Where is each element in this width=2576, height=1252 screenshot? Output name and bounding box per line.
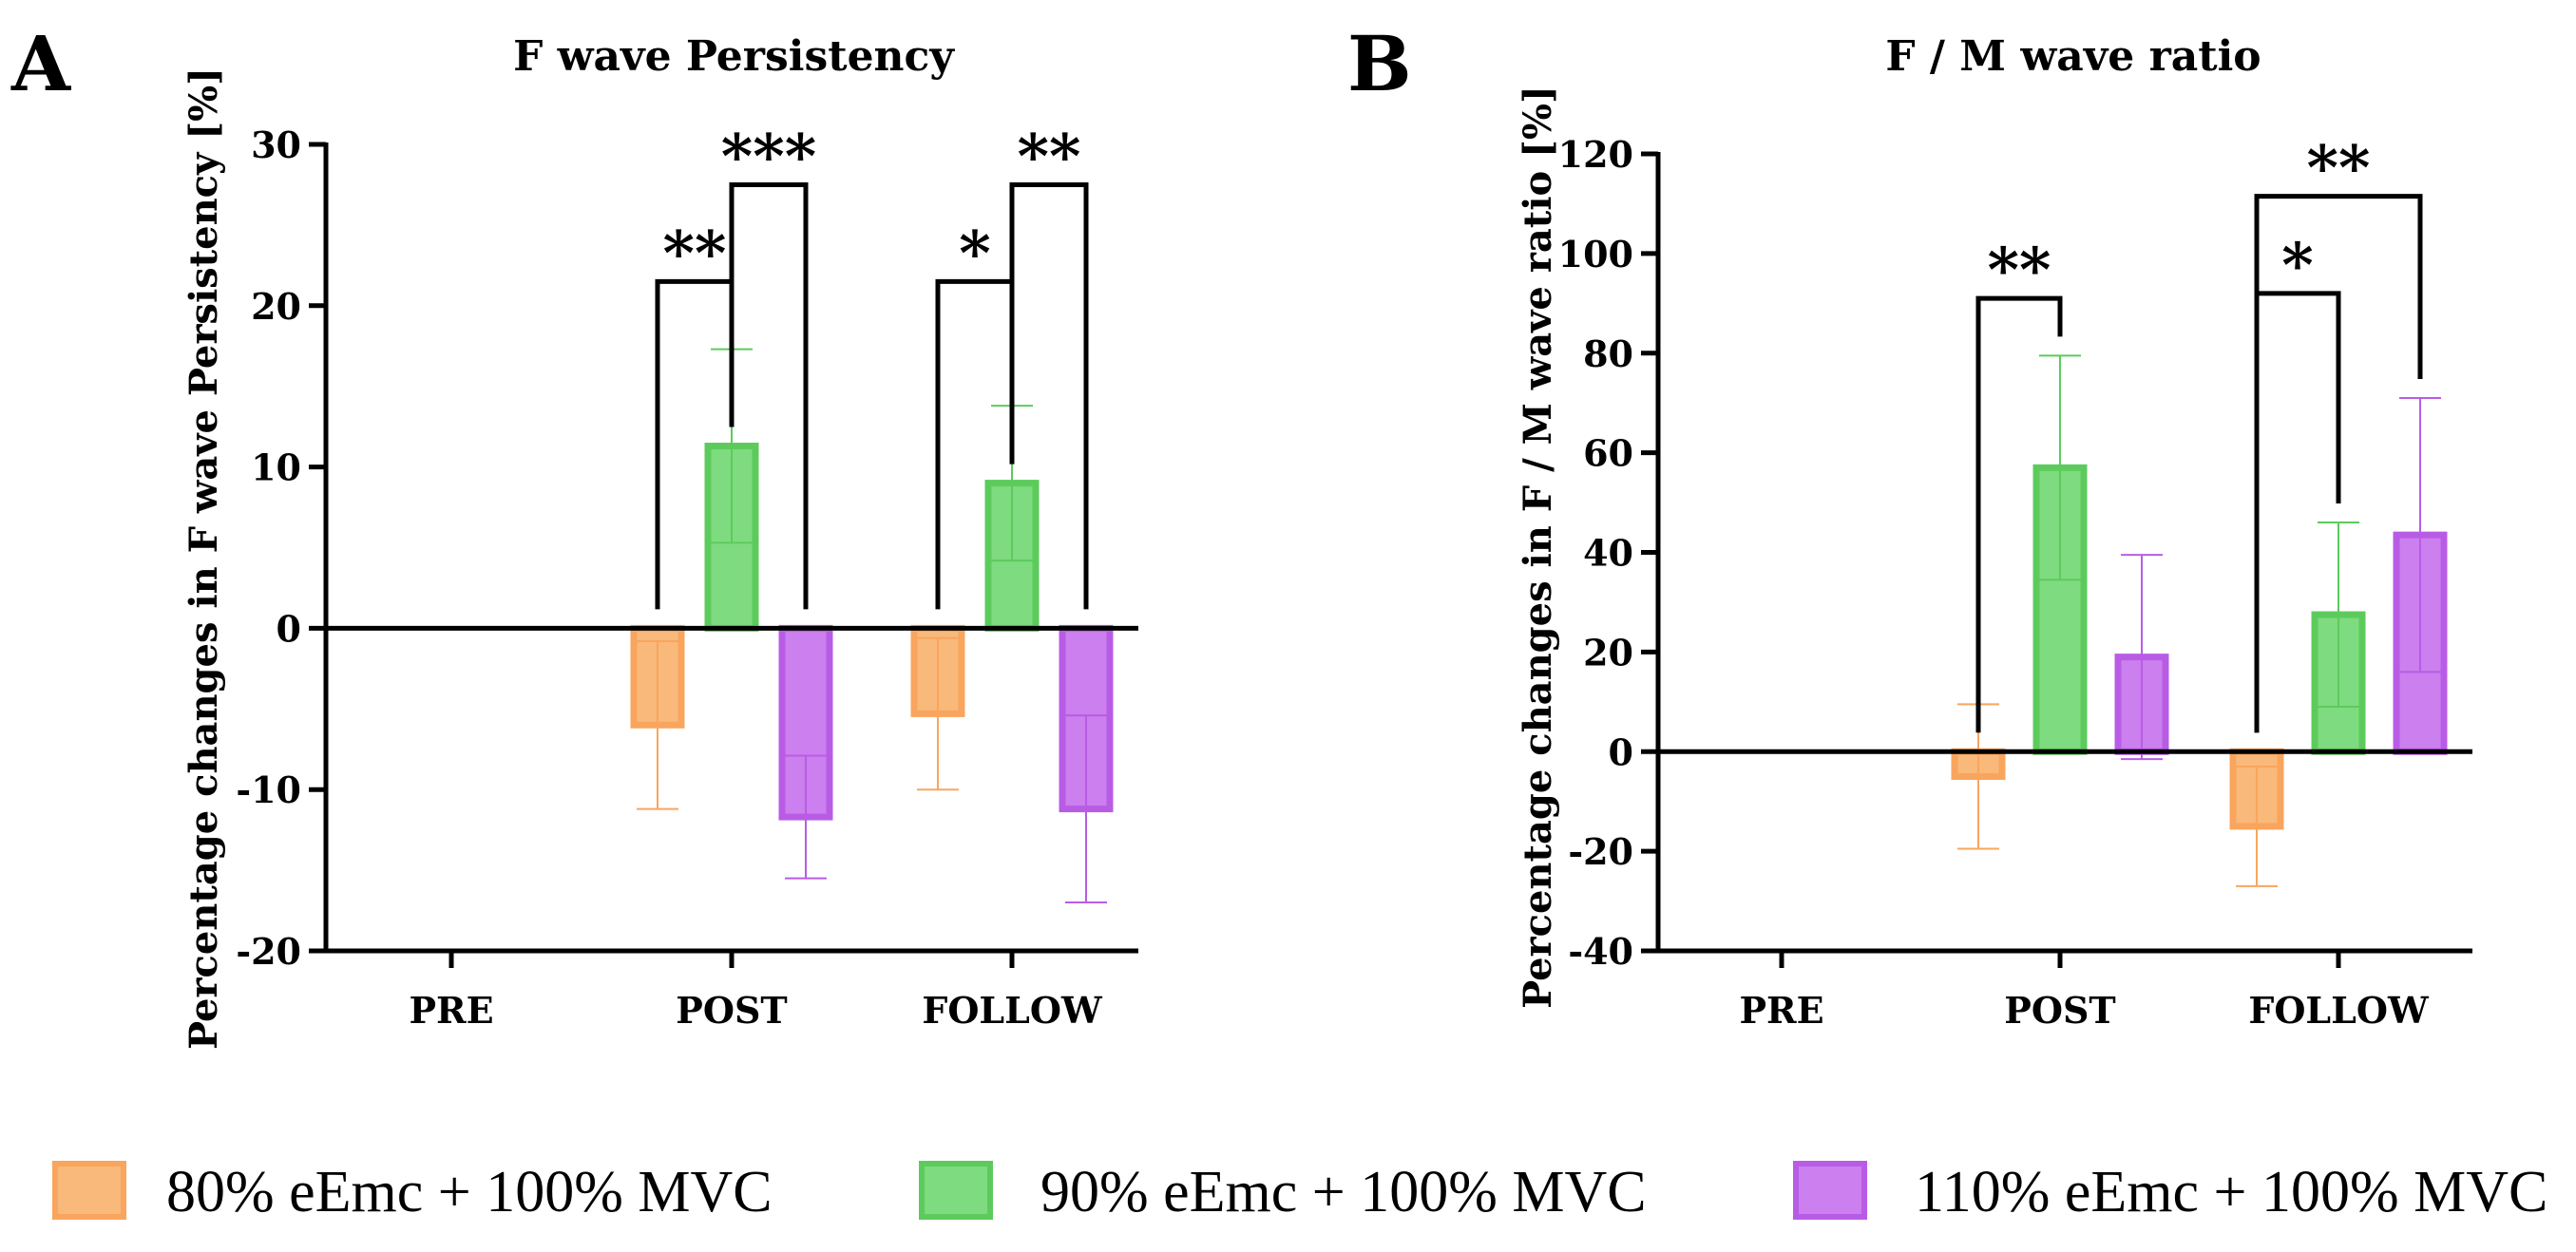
y-tick-label-b: 20: [1583, 631, 1633, 673]
y-tick-label-b: 40: [1583, 532, 1633, 575]
chart-title-b: F / M wave ratio: [1885, 32, 2261, 81]
legend-item-110: 110% eEmc + 100% MVC: [1793, 1160, 2547, 1224]
y-tick-label-a: 0: [277, 607, 301, 650]
significance-bracket-a: [729, 181, 809, 610]
x-tick-label-a: PRE: [409, 989, 493, 1032]
y-axis-label-a: Percentage changes in F wave Persistency…: [181, 67, 226, 1050]
y-tick-label-b: 100: [1558, 233, 1633, 275]
y-tick-label-b: 120: [1558, 133, 1633, 176]
legend-swatch-80: [52, 1161, 126, 1220]
significance-label-b: **: [1988, 235, 2051, 306]
legend-swatch-110: [1793, 1161, 1867, 1220]
significance-label-a: **: [663, 218, 727, 289]
y-tick-label-b: 60: [1583, 432, 1633, 475]
legend-item-80: 80% eEmc + 100% MVC: [52, 1160, 773, 1224]
significance-label-a: ***: [721, 121, 816, 192]
panel-b: B F / M wave ratio Percentage changes in…: [1347, 19, 2472, 1032]
x-tick-label-b: POST: [2004, 989, 2115, 1032]
legend-swatch-90: [919, 1161, 993, 1220]
chart-title-a: F wave Persistency: [513, 32, 955, 81]
legend-label-90: 90% eEmc + 100% MVC: [1040, 1160, 1647, 1224]
y-axis-label-b: Percentage changes in F / M wave ratio […: [1516, 85, 1560, 1009]
significance-label-b: **: [2307, 133, 2371, 204]
y-tick-label-a: 10: [251, 446, 301, 489]
y-tick-label-b: -20: [1568, 830, 1633, 873]
x-tick-label-b: FOLLOW: [2248, 989, 2430, 1032]
panel-a: A F wave Persistency Percentage changes …: [10, 19, 1138, 1050]
legend-label-110: 110% eEmc + 100% MVC: [1915, 1160, 2547, 1224]
x-tick-label-a: POST: [676, 989, 787, 1032]
y-tick-label-a: 20: [251, 285, 301, 328]
y-tick-label-b: -40: [1568, 930, 1633, 973]
legend: 80% eEmc + 100% MVC 90% eEmc + 100% MVC …: [52, 1160, 2547, 1224]
y-tick-label-b: 80: [1583, 332, 1633, 375]
panel-letter-a: A: [10, 19, 71, 108]
y-tick-label-a: -10: [236, 768, 301, 811]
significance-bracket-b: [1975, 295, 2063, 733]
y-tick-label-a: 30: [251, 123, 301, 166]
x-tick-label-b: PRE: [1739, 989, 1823, 1032]
significance-bracket-b: [2254, 194, 2423, 733]
significance-bracket-a: [1009, 181, 1089, 610]
y-tick-label-b: 0: [1609, 730, 1633, 773]
y-tick-label-a: -20: [236, 930, 301, 973]
legend-item-90: 90% eEmc + 100% MVC: [919, 1160, 1647, 1224]
significance-label-a: **: [1018, 121, 1081, 192]
significance-label-a: *: [959, 218, 990, 289]
panel-letter-b: B: [1347, 19, 1412, 108]
legend-label-80: 80% eEmc + 100% MVC: [166, 1160, 773, 1224]
x-tick-label-a: FOLLOW: [922, 989, 1103, 1032]
significance-label-b: *: [2281, 230, 2313, 301]
